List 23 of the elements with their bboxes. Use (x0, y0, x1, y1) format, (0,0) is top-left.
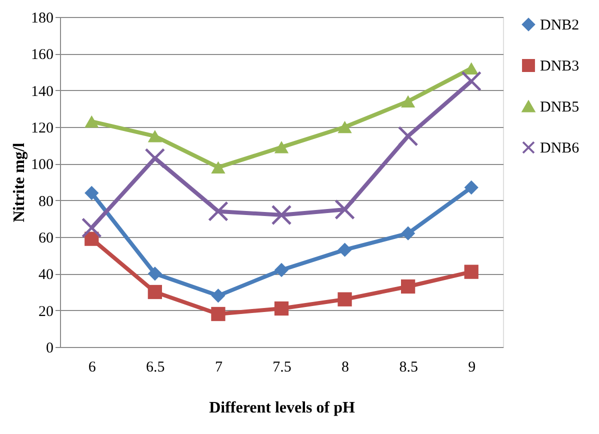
y-tick-label: 60 (38, 230, 54, 246)
y-axis-title: Nitrite mg/l (11, 142, 28, 222)
y-tick-label: 80 (38, 194, 54, 210)
y-tick-label: 120 (31, 120, 54, 136)
y-tick-label: 20 (38, 304, 54, 320)
x-tick-label: 7 (214, 360, 223, 376)
legend-label: DNB5 (540, 100, 580, 116)
y-tick-label: 40 (38, 267, 54, 284)
x-tick-label: 6 (88, 360, 96, 376)
x-tick-label: 8.5 (399, 360, 418, 376)
x-tick-label: 7.5 (272, 360, 292, 376)
legend-label: DNB2 (540, 18, 580, 34)
y-tick-label: 160 (31, 47, 54, 64)
x-tick-label: 6.5 (146, 360, 165, 376)
y-tick-label: 100 (31, 157, 54, 174)
x-tick-label: 8 (342, 360, 350, 376)
x-axis-title: Different levels of pH (209, 400, 356, 416)
y-tick-label: 0 (46, 340, 54, 356)
y-tick-label: 140 (31, 84, 54, 100)
x-tick-label: 9 (468, 360, 476, 376)
legend-label: DNB6 (540, 140, 580, 156)
y-tick-label: 180 (31, 10, 54, 26)
legend-label: DNB3 (540, 58, 580, 74)
